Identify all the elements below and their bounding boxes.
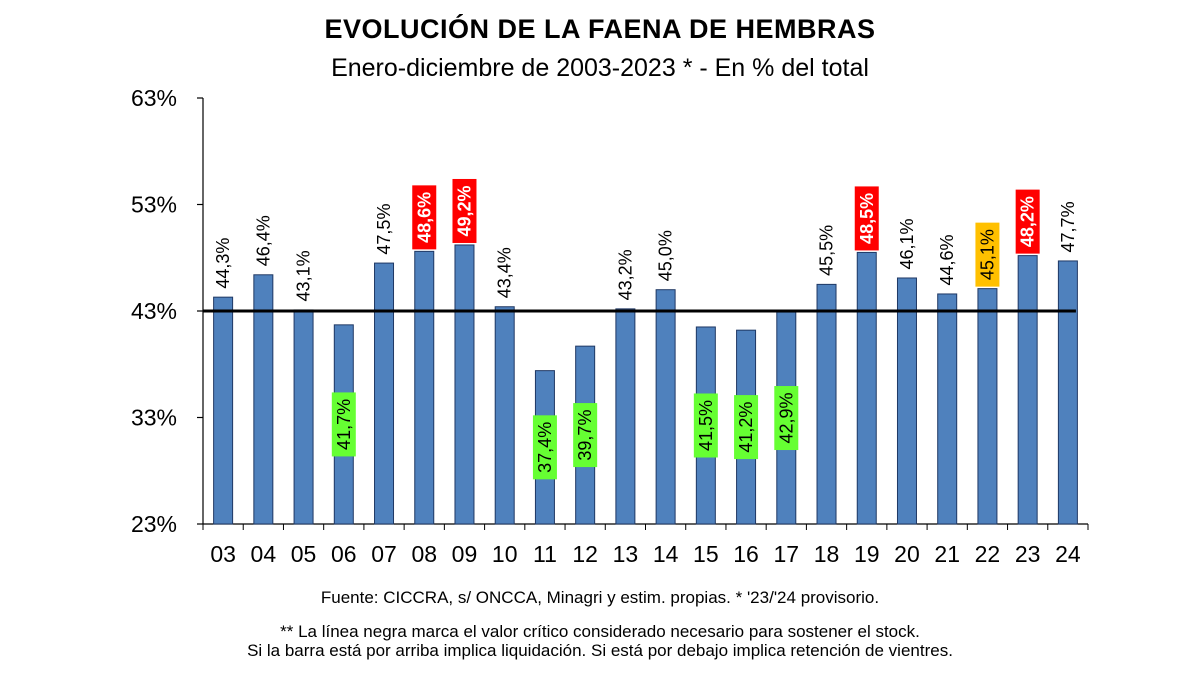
data-label: 46,4%	[253, 215, 273, 266]
bar	[856, 251, 877, 525]
green-label-box	[573, 403, 598, 468]
data-label: 41,2%	[736, 402, 756, 453]
x-tick-label: 22	[975, 541, 1001, 567]
y-tick-label: 63%	[131, 85, 177, 111]
x-tick-label: 09	[452, 541, 478, 567]
x-tick-label: 03	[210, 541, 236, 567]
red-label-box	[1015, 189, 1040, 254]
data-label: 44,3%	[213, 238, 233, 289]
bar	[615, 308, 636, 525]
x-tick-label: 15	[693, 541, 719, 567]
red-label-box	[854, 186, 879, 251]
data-label: 43,1%	[294, 250, 314, 301]
x-tick-label: 21	[934, 541, 960, 567]
bar	[1057, 260, 1078, 525]
green-label-box	[693, 393, 718, 458]
y-tick-label: 43%	[131, 298, 177, 324]
data-label: 45,1%	[977, 229, 997, 280]
bar	[213, 296, 234, 525]
data-label: 43,4%	[495, 247, 515, 298]
x-tick-label: 18	[814, 541, 840, 567]
data-label: 47,5%	[374, 204, 394, 255]
footnote-line-1: ** La línea negra marca el valor crítico…	[280, 622, 920, 641]
x-tick-label: 04	[251, 541, 277, 567]
x-tick-label: 24	[1055, 541, 1081, 567]
x-tick-label: 13	[613, 541, 639, 567]
bar	[816, 283, 837, 525]
x-tick-label: 10	[492, 541, 518, 567]
data-label: 41,5%	[696, 400, 716, 451]
footnote-line-2: Si la barra está por arriba implica liqu…	[247, 641, 953, 660]
bar	[414, 250, 435, 525]
data-label: 47,7%	[1058, 201, 1078, 252]
x-tick-label: 17	[773, 541, 799, 567]
bar	[977, 288, 998, 525]
data-label: 49,2%	[454, 185, 474, 236]
data-label: 42,9%	[776, 393, 796, 444]
data-label: 45,0%	[656, 230, 676, 281]
data-label: 43,2%	[615, 249, 635, 300]
data-label: 46,1%	[897, 218, 917, 269]
x-tick-label: 11	[533, 541, 557, 567]
data-label: 41,7%	[334, 399, 354, 450]
x-tick-label: 07	[371, 541, 397, 567]
source-note: Fuente: CICCRA, s/ ONCCA, Minagri y esti…	[320, 588, 880, 607]
red-label-box	[452, 178, 477, 243]
green-label-box	[532, 415, 557, 480]
data-label: 48,5%	[857, 193, 877, 244]
bar-chart: 23% 33% 43% 53% 63% 44,3% 46,4% 43,1% 41,7% 47,5%…	[131, 85, 1089, 567]
x-tick-label: 16	[733, 541, 759, 567]
data-label: 48,6%	[414, 192, 434, 243]
red-label-box	[412, 185, 437, 250]
x-tick-label: 05	[291, 541, 317, 567]
data-label: 48,2%	[1018, 196, 1038, 247]
chart-title: EVOLUCIÓN DE LA FAENA DE HEMBRAS	[324, 14, 876, 44]
bar	[1017, 255, 1038, 525]
x-tick-label: 14	[653, 541, 679, 567]
green-label-box	[774, 386, 799, 451]
bar	[655, 289, 676, 525]
bar	[937, 293, 958, 525]
data-label: 45,5%	[817, 225, 837, 276]
data-label: 39,7%	[575, 410, 595, 461]
bar	[293, 309, 314, 525]
x-tick-label: 08	[411, 541, 437, 567]
x-tick-label: 19	[854, 541, 880, 567]
data-label: 44,6%	[937, 234, 957, 285]
bar	[253, 274, 274, 525]
x-tick-label: 06	[331, 541, 357, 567]
y-tick-label: 53%	[131, 192, 177, 218]
bar	[374, 262, 395, 525]
green-label-box	[734, 395, 759, 460]
bar	[896, 277, 917, 525]
y-tick-label: 33%	[131, 405, 177, 431]
chart-subtitle: Enero-diciembre de 2003-2023 * - En % de…	[331, 54, 869, 82]
y-tick-label: 23%	[131, 511, 177, 537]
bar	[454, 244, 475, 525]
green-label-box	[331, 392, 356, 457]
x-tick-label: 23	[1015, 541, 1041, 567]
x-tick-label: 12	[572, 541, 598, 567]
bar	[494, 306, 515, 525]
data-label: 37,4%	[535, 422, 555, 473]
x-tick-label: 20	[894, 541, 920, 567]
orange-label-box	[975, 222, 1000, 287]
